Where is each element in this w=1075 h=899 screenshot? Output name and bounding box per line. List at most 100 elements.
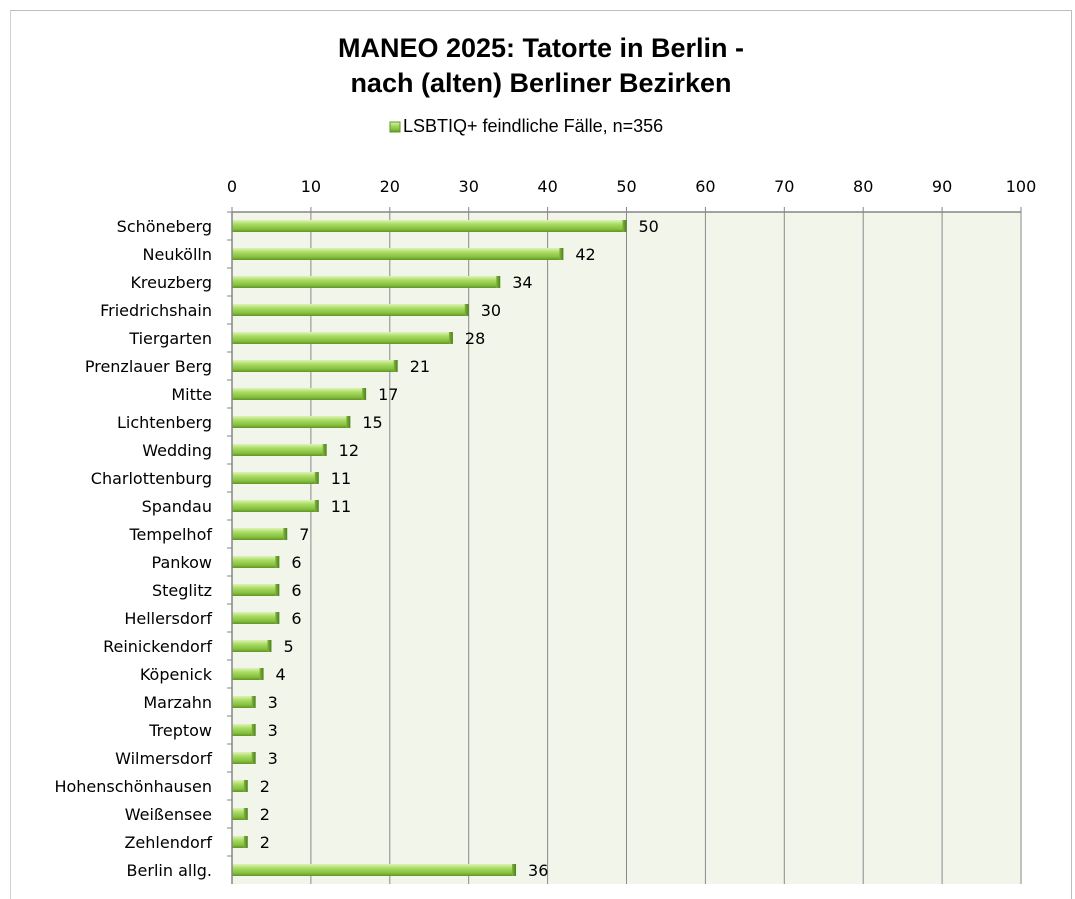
bar [232, 556, 277, 568]
bar-end-cap [393, 360, 398, 372]
bar-end-cap [346, 416, 351, 428]
bar [232, 388, 364, 400]
category-label: Kreuzberg [130, 273, 212, 292]
category-label: Hohenschönhausen [54, 777, 212, 796]
bar [232, 360, 395, 372]
bar [232, 220, 624, 232]
bar [232, 248, 561, 260]
bars [232, 220, 627, 876]
bar [232, 276, 498, 288]
bar-end-cap [275, 612, 280, 624]
x-tick-label: 80 [853, 177, 873, 196]
data-label: 6 [291, 609, 301, 628]
bar-end-cap [314, 472, 319, 484]
bar-end-cap [259, 668, 264, 680]
data-label: 36 [528, 861, 548, 880]
bar [232, 836, 245, 848]
bar-end-cap [267, 640, 272, 652]
x-tick-label: 0 [227, 177, 237, 196]
category-label: Marzahn [143, 693, 212, 712]
category-label: Köpenick [140, 665, 213, 684]
data-label: 6 [291, 553, 301, 572]
bar [232, 584, 277, 596]
data-label: 15 [362, 413, 382, 432]
data-label: 11 [331, 497, 351, 516]
bar-end-cap [362, 388, 367, 400]
data-label: 11 [331, 469, 351, 488]
bar-end-cap [243, 836, 248, 848]
data-label: 34 [512, 273, 532, 292]
data-label: 28 [465, 329, 485, 348]
bar [232, 332, 450, 344]
bar-end-cap [243, 808, 248, 820]
category-label: Weißensee [125, 805, 212, 824]
category-label: Charlottenburg [91, 469, 212, 488]
category-label: Hellersdorf [124, 609, 212, 628]
chart-subtitle: nach (alten) Berliner Bezirken [350, 68, 731, 98]
x-tick-label: 60 [695, 177, 715, 196]
bar-end-cap [275, 556, 280, 568]
bar-end-cap [448, 332, 453, 344]
category-label: Berlin allg. [127, 861, 212, 880]
data-label: 6 [291, 581, 301, 600]
x-tick-label: 100 [1006, 177, 1037, 196]
data-label: 3 [268, 693, 278, 712]
gridlines [310, 212, 1022, 884]
x-tick-label: 70 [774, 177, 794, 196]
bar-end-cap [243, 780, 248, 792]
bar [232, 724, 253, 736]
data-label: 17 [378, 385, 398, 404]
bar-end-cap [283, 528, 288, 540]
x-axis-ticks: 0 10 20 30 40 50 60 70 80 90 100 [227, 177, 1037, 857]
data-label: 2 [260, 833, 270, 852]
bar-end-cap [322, 444, 327, 456]
category-labels: Schöneberg Neukölln Kreuzberg Friedrichshai… [54, 217, 212, 880]
category-label: Steglitz [152, 581, 212, 600]
bar [232, 472, 316, 484]
bar [232, 612, 277, 624]
bar [232, 668, 261, 680]
category-label: Wedding [142, 441, 212, 460]
category-label: Tiergarten [128, 329, 212, 348]
bar [232, 416, 348, 428]
x-tick-label: 10 [301, 177, 321, 196]
legend-label: LSBTIQ+ feindliche Fälle, n=356 [403, 116, 663, 136]
data-label: 2 [260, 805, 270, 824]
category-label: Spandau [142, 497, 212, 516]
category-label: Mitte [171, 385, 212, 404]
bar [232, 640, 269, 652]
category-label: Wilmersdorf [115, 749, 212, 768]
bar-end-cap [251, 696, 256, 708]
bar-end-cap [496, 276, 501, 288]
data-label: 3 [268, 721, 278, 740]
category-label: Pankow [152, 553, 212, 572]
bar-end-cap [512, 864, 517, 876]
bar [232, 444, 324, 456]
bar-end-cap [559, 248, 564, 260]
data-label: 5 [283, 637, 293, 656]
data-label: 3 [268, 749, 278, 768]
category-label: Lichtenberg [117, 413, 212, 432]
x-tick-label: 20 [380, 177, 400, 196]
bar [232, 752, 253, 764]
bar [232, 500, 316, 512]
category-label: Neukölln [143, 245, 212, 264]
category-label: Treptow [148, 721, 212, 740]
x-tick-label: 90 [932, 177, 952, 196]
data-label: 42 [575, 245, 595, 264]
category-label: Zehlendorf [124, 833, 212, 852]
data-label: 4 [276, 665, 286, 684]
legend: LSBTIQ+ feindliche Fälle, n=356 [389, 116, 663, 136]
data-label: 7 [299, 525, 309, 544]
bar-end-cap [251, 752, 256, 764]
x-tick-label: 50 [616, 177, 636, 196]
bar-end-cap [314, 500, 319, 512]
bar-end-cap [275, 584, 280, 596]
bar-end-cap [251, 724, 256, 736]
data-label: 50 [639, 217, 659, 236]
legend-swatch [389, 121, 401, 133]
x-tick-label: 40 [537, 177, 557, 196]
x-tick-label: 30 [459, 177, 479, 196]
